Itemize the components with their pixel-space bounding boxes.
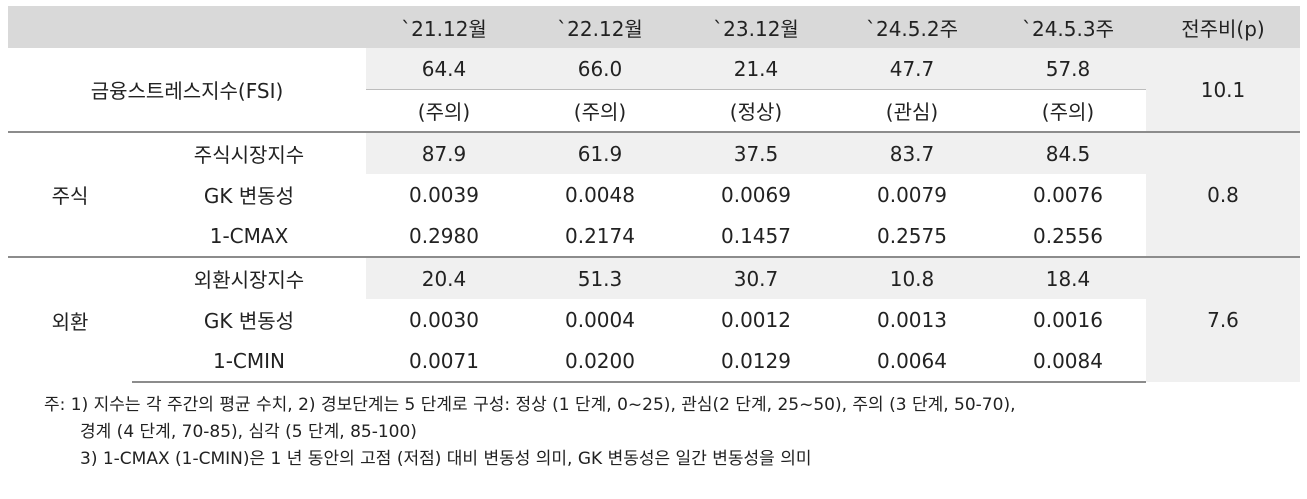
stock-row: 주식 주식시장지수 87.9 61.9 37.5 83.7 84.5 0.8 [8, 131, 1300, 257]
stock-value: 87.9 [366, 131, 522, 174]
fx-value: 51.3 [522, 256, 678, 299]
header-col-change: 전주비(p) [1146, 6, 1300, 48]
fx-change: 7.6 [1146, 256, 1300, 382]
footnotes: 주: 1) 지수는 각 주간의 평균 수치, 2) 경보단계는 5 단계로 구성… [44, 392, 1015, 473]
fsi-table: `21.12월 `22.12월 `23.12월 `24.5.2주 `24.5.3… [8, 6, 1300, 383]
fx-value: 18.4 [990, 256, 1146, 299]
stock-value: 83.7 [834, 131, 990, 174]
fsi-value: 21.4 [678, 48, 834, 90]
header-col-2212: `22.12월 [522, 6, 678, 48]
fx-value: 0.0064 [834, 340, 990, 383]
header-col-2112: `21.12월 [366, 6, 522, 48]
fx-value: 20.4 [366, 256, 522, 299]
fsi-value-row: 금융스트레스지수(FSI) 64.4 66.0 21.4 47.7 57.8 1… [8, 48, 1300, 132]
stock-value: 0.0069 [721, 182, 791, 207]
fx-row: GK 변동성 0.0030 0.0004 0.0012 0.0013 0.001… [8, 299, 1300, 340]
fx-row-name: GK 변동성 [203, 309, 295, 333]
stock-value: 0.0039 [409, 182, 479, 207]
stock-value: 37.5 [678, 131, 834, 174]
fsi-value: 64.4 [366, 48, 522, 90]
footnote-line: 주: 1) 지수는 각 주간의 평균 수치, 2) 경보단계는 5 단계로 구성… [44, 395, 1016, 415]
fsi-level: (주의) [366, 89, 522, 132]
fsi-change: 10.1 [1146, 48, 1300, 132]
stock-value: 0.2575 [877, 223, 947, 248]
fx-value: 0.0129 [678, 340, 834, 383]
stock-value: 61.9 [522, 131, 678, 174]
stock-value: 84.5 [990, 131, 1146, 174]
fx-value: 0.0013 [877, 307, 947, 332]
fx-value: 0.0030 [409, 307, 479, 332]
stock-change: 0.8 [1146, 131, 1300, 257]
fsi-level: (정상) [678, 89, 834, 132]
header-col-2452: `24.5.2주 [834, 6, 990, 48]
stock-value: 0.0048 [565, 182, 635, 207]
fx-value: 0.0004 [565, 307, 635, 332]
fx-value: 0.0016 [1033, 307, 1103, 332]
stock-value: 0.0076 [1033, 182, 1103, 207]
fsi-level-row: (주의) (주의) (정상) (관심) (주의) [8, 89, 1300, 132]
stock-value: 0.2980 [409, 223, 479, 248]
fsi-level: (관심) [834, 89, 990, 132]
header-row: `21.12월 `22.12월 `23.12월 `24.5.2주 `24.5.3… [8, 6, 1300, 48]
fx-row: 1-CMIN 0.0071 0.0200 0.0129 0.0064 0.008… [8, 340, 1300, 383]
stock-row-name: GK 변동성 [203, 184, 295, 208]
fsi-value: 47.7 [834, 48, 990, 90]
stock-value: 0.2556 [1033, 223, 1103, 248]
stock-section-label: 주식 [8, 131, 132, 257]
fx-value: 0.0200 [522, 340, 678, 383]
fsi-value: 66.0 [522, 48, 678, 90]
fx-row-name: 1-CMIN [132, 340, 366, 383]
stock-row-name: 1-CMAX [209, 223, 289, 248]
stock-value: 0.1457 [721, 223, 791, 248]
stock-value: 0.0079 [877, 182, 947, 207]
fsi-level: (주의) [522, 89, 678, 132]
fsi-label: 금융스트레스지수(FSI) [90, 79, 284, 103]
header-col-2453: `24.5.3주 [990, 6, 1146, 48]
fsi-value: 57.8 [990, 48, 1146, 90]
fx-section-label: 외환 [8, 256, 132, 382]
fx-value: 0.0071 [366, 340, 522, 383]
fx-row-name: 외환시장지수 [132, 256, 366, 299]
stock-value: 0.2174 [565, 223, 635, 248]
stock-row-name: 주식시장지수 [132, 131, 366, 174]
fx-value: 10.8 [834, 256, 990, 299]
stock-row: 1-CMAX 0.2980 0.2174 0.1457 0.2575 0.255… [8, 215, 1300, 257]
fx-row: 외환 외환시장지수 20.4 51.3 30.7 10.8 18.4 7.6 [8, 256, 1300, 382]
footnote-line: 경계 (4 단계, 70-85), 심각 (5 단계, 85-100) [80, 422, 417, 442]
fx-value: 30.7 [678, 256, 834, 299]
fx-value: 0.0012 [721, 307, 791, 332]
footnote-line: 3) 1-CMAX (1-CMIN)은 1 년 동안의 고점 (저점) 대비 변… [80, 449, 812, 469]
fsi-level: (주의) [990, 89, 1146, 132]
fx-value: 0.0084 [990, 340, 1146, 383]
header-col-2312: `23.12월 [678, 6, 834, 48]
stock-row: GK 변동성 0.0039 0.0048 0.0069 0.0079 0.007… [8, 174, 1300, 215]
header-blank [8, 6, 366, 48]
